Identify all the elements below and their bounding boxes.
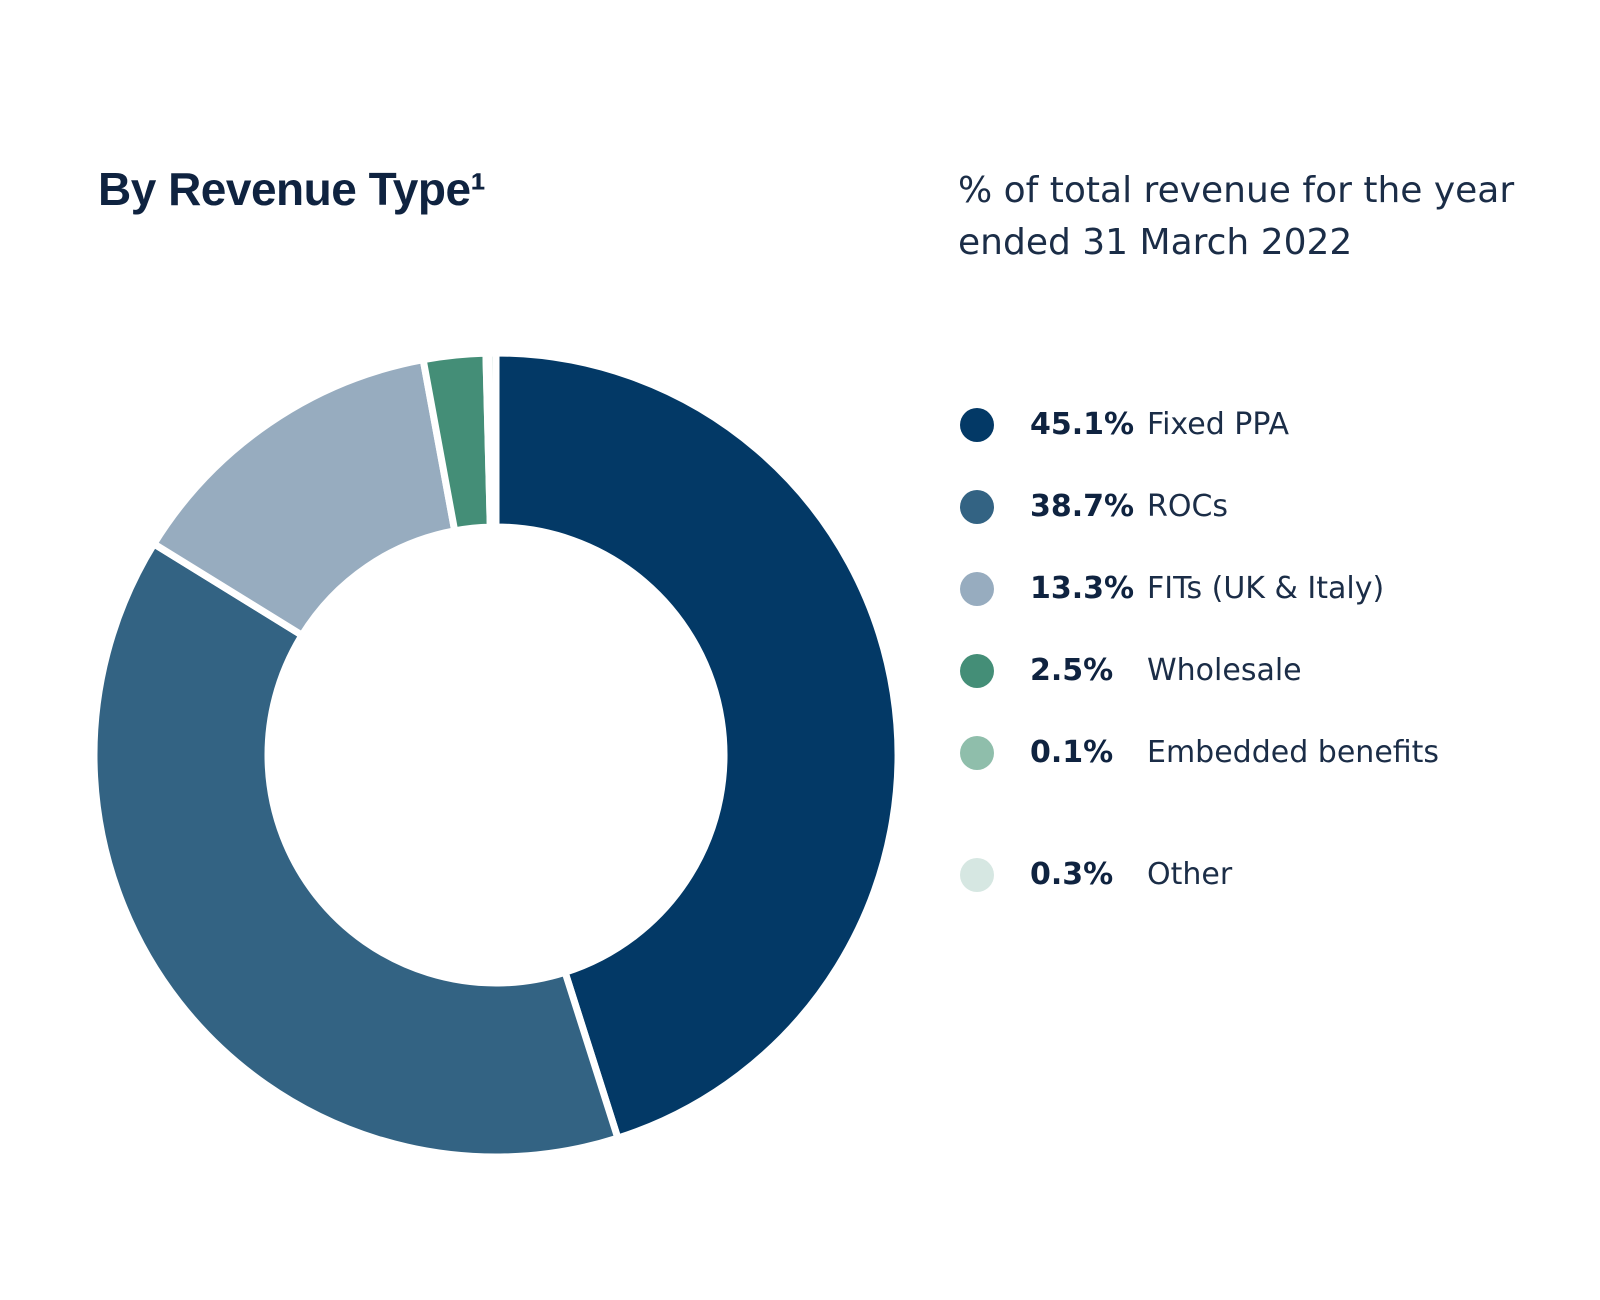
legend-item-embedded-benefits: 0.1% Embedded benefits xyxy=(960,732,1560,854)
legend-swatch-wholesale xyxy=(960,654,994,688)
legend-percent-fits: 13.3% xyxy=(1030,571,1135,606)
legend-swatch-other xyxy=(960,858,994,892)
legend-label-fits: FITs (UK & Italy) xyxy=(1147,571,1385,606)
legend-swatch-rocs xyxy=(960,490,994,524)
donut-slice-fixed-ppa xyxy=(492,349,902,1143)
legend-label-wholesale: Wholesale xyxy=(1147,653,1302,688)
legend-percent-fixed-ppa: 45.1% xyxy=(1030,407,1135,442)
legend-label-other: Other xyxy=(1147,857,1233,892)
donut-slice-other xyxy=(484,349,500,531)
donut-slice-fits-uk-italy xyxy=(149,355,459,641)
legend-percent-embedded-benefits: 0.1% xyxy=(1030,735,1114,770)
legend-item-rocs: 38.7% ROCs xyxy=(960,486,1560,568)
legend-item-other: 0.3% Other xyxy=(960,854,1560,936)
legend: 45.1% Fixed PPA 38.7% ROCs 13.3% FITs (U… xyxy=(960,404,1560,936)
legend-label-fixed-ppa: Fixed PPA xyxy=(1147,407,1290,442)
legend-label-rocs: ROCs xyxy=(1147,489,1229,524)
chart-title: By Revenue Type¹ xyxy=(98,163,486,215)
donut-slice-rocs xyxy=(90,539,623,1161)
legend-item-fits: 13.3% FITs (UK & Italy) xyxy=(960,568,1560,650)
legend-swatch-fixed-ppa xyxy=(960,408,994,442)
chart-subtitle: % of total revenue for the year ended 31… xyxy=(958,170,1515,263)
legend-swatch-fits xyxy=(960,572,994,606)
legend-swatch-embedded-benefits xyxy=(960,736,994,770)
legend-percent-other: 0.3% xyxy=(1030,857,1114,892)
legend-item-wholesale: 2.5% Wholesale xyxy=(960,650,1560,732)
legend-label-embedded-benefits: Embedded benefits xyxy=(1147,735,1440,770)
legend-percent-wholesale: 2.5% xyxy=(1030,653,1114,688)
legend-percent-rocs: 38.7% xyxy=(1030,489,1135,524)
donut-slices xyxy=(90,349,902,1161)
legend-item-fixed-ppa: 45.1% Fixed PPA xyxy=(960,404,1560,486)
